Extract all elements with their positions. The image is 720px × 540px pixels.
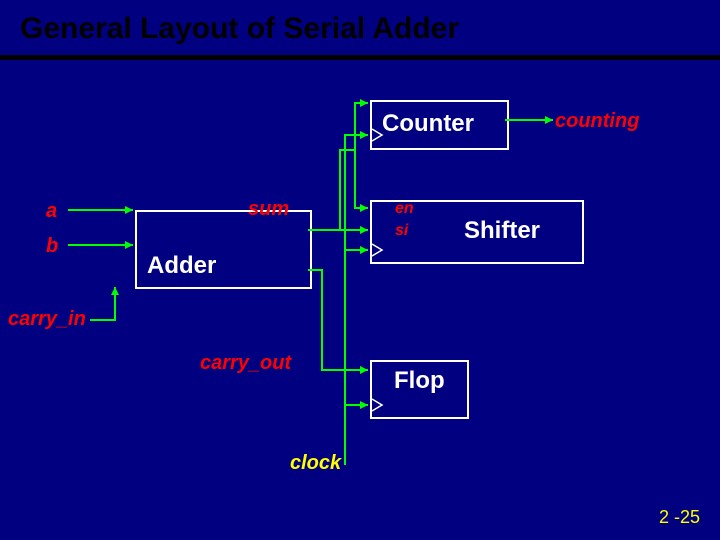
- page-number: 2 -25: [659, 507, 700, 528]
- wiring-diagram: [0, 0, 720, 540]
